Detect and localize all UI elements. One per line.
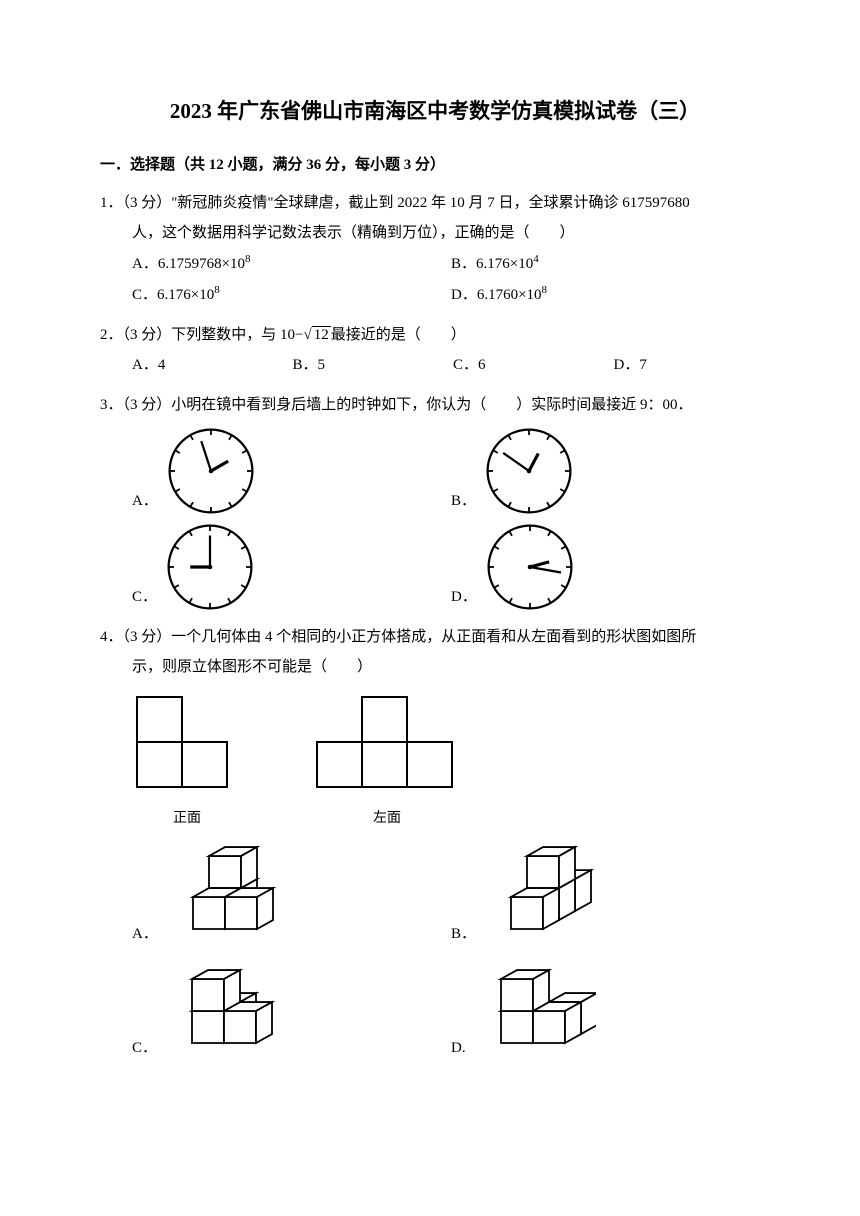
q4-option-a-label: A． [132, 919, 158, 949]
q3-text: 3．（3 分）小明在镜中看到身后墙上的时钟如下，你认为（ ）实际时间最接近 9：… [100, 390, 770, 420]
q4-option-b-label: B． [451, 919, 476, 949]
page-title: 2023 年广东省佛山市南海区中考数学仿真模拟试卷（三） [100, 90, 770, 132]
q4-line2: 示，则原立体图形不可能是（ ） [100, 652, 770, 682]
q3-option-a-label: A． [132, 486, 158, 516]
left-view: 左面 [312, 692, 462, 833]
q1-option-c: C．6.176×108 [132, 279, 451, 310]
q2-option-d: D．7 [614, 350, 771, 380]
q4-option-c-label: C． [132, 1033, 157, 1063]
cube-b-icon [486, 839, 606, 949]
q3-option-d-label: D． [451, 582, 477, 612]
q2-option-c: C．6 [453, 350, 610, 380]
q4-option-d-label: D. [451, 1033, 466, 1063]
section-heading: 一．选择题（共 12 小题，满分 36 分，每小题 3 分） [100, 150, 770, 180]
question-2: 2．（3 分）下列整数中，与 10−√12最接近的是（ ） A．4 B．5 C．… [100, 320, 770, 380]
q3-option-b-label: B． [451, 486, 476, 516]
front-view-icon [132, 692, 242, 792]
q1-line1: 1．（3 分）"新冠肺炎疫情"全球肆虐，截止到 2022 年 10 月 7 日，… [100, 188, 770, 218]
question-3: 3．（3 分）小明在镜中看到身后墙上的时钟如下，你认为（ ）实际时间最接近 9：… [100, 390, 770, 612]
q4-line1: 4．（3 分）一个几何体由 4 个相同的小正方体搭成，从正面看和从左面看到的形状… [100, 622, 770, 652]
front-view: 正面 [132, 692, 242, 833]
cube-d-icon [476, 953, 596, 1063]
question-1: 1．（3 分）"新冠肺炎疫情"全球肆虐，截止到 2022 年 10 月 7 日，… [100, 188, 770, 310]
clock-a-icon [166, 426, 256, 516]
q2-option-b: B．5 [293, 350, 450, 380]
clock-b-icon [484, 426, 574, 516]
q1-option-a: A．6.1759768×108 [132, 248, 451, 279]
q2-option-a: A．4 [132, 350, 289, 380]
clock-d-icon [485, 522, 575, 612]
q1-option-d: D．6.1760×108 [451, 279, 770, 310]
q1-line2: 人，这个数据用科学记数法表示（精确到万位），正确的是（ ） [100, 218, 770, 248]
q1-option-b: B．6.176×104 [451, 248, 770, 279]
q2-text: 2．（3 分）下列整数中，与 10−√12最接近的是（ ） [100, 320, 770, 350]
cube-c-icon [167, 953, 287, 1063]
cube-a-icon [168, 839, 288, 949]
left-view-icon [312, 692, 462, 792]
question-4: 4．（3 分）一个几何体由 4 个相同的小正方体搭成，从正面看和从左面看到的形状… [100, 622, 770, 1063]
q3-option-c-label: C． [132, 582, 157, 612]
clock-c-icon [165, 522, 255, 612]
